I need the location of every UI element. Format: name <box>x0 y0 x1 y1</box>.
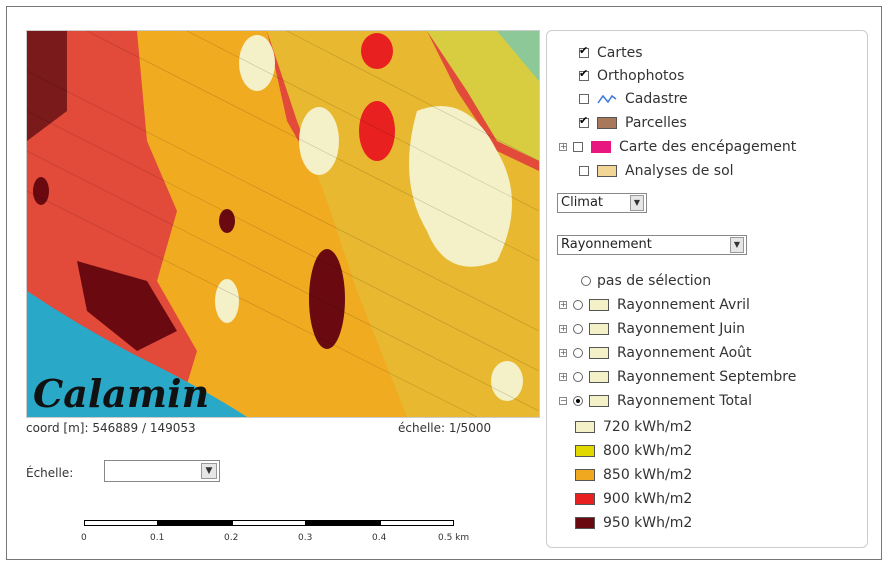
chevron-down-icon[interactable]: ▼ <box>730 237 744 253</box>
scalebar-tick: 0.2 <box>224 533 239 543</box>
legend-swatch <box>589 371 609 383</box>
legend-swatch <box>589 299 609 311</box>
scalebar-tick: 0.4 <box>372 533 387 543</box>
layer-item-orthophotos[interactable]: Orthophotos <box>579 67 684 84</box>
map-place-label: Calamin <box>33 371 210 416</box>
layer-item-parcelles[interactable]: Parcelles <box>579 114 687 131</box>
scale-label: Échelle: <box>26 466 74 480</box>
scalebar-ticks: 0 0.1 0.2 0.3 0.4 0.5 km <box>78 533 498 547</box>
scalebar-segment <box>380 520 454 526</box>
scalebar-tick: 0.5 km <box>438 533 470 543</box>
legend-swatch <box>575 445 595 457</box>
radio-button[interactable] <box>573 348 583 358</box>
legend-item: 850 kWh/m2 <box>575 467 692 483</box>
layer-checkbox[interactable] <box>579 44 589 58</box>
scalebar-segment <box>306 520 380 526</box>
legend-swatch <box>575 517 595 529</box>
expand-icon[interactable]: + <box>559 348 567 357</box>
radio-option[interactable]: + Rayonnement Juin <box>559 321 746 337</box>
radio-option[interactable]: pas de sélection <box>581 273 711 289</box>
theme-select[interactable]: Climat ▼ <box>557 193 647 213</box>
radio-button[interactable] <box>573 396 583 406</box>
map-view[interactable]: Calamin <box>26 30 540 418</box>
expand-icon[interactable]: + <box>559 300 567 309</box>
line-icon <box>597 94 617 104</box>
layer-panel: Cartes Orthophotos Cadastre Parcelles + … <box>546 30 868 548</box>
layer-item-encepagement[interactable]: + Carte des encépagement <box>559 139 797 155</box>
legend-swatch <box>589 323 609 335</box>
scale-dropdown[interactable]: ▼ <box>104 460 220 482</box>
layer-item-cartes[interactable]: Cartes <box>579 44 643 61</box>
legend-swatch <box>575 421 595 433</box>
expand-icon[interactable]: + <box>559 142 567 151</box>
radio-option[interactable]: + Rayonnement Avril <box>559 297 750 313</box>
layer-checkbox[interactable] <box>579 166 589 176</box>
sub-theme-select[interactable]: Rayonnement ▼ <box>557 235 747 255</box>
expand-icon[interactable]: + <box>559 372 567 381</box>
layer-checkbox[interactable] <box>579 67 589 81</box>
layer-checkbox[interactable] <box>579 114 589 128</box>
radio-button[interactable] <box>573 324 583 334</box>
map-canvas[interactable] <box>27 31 539 417</box>
scalebar-tick: 0.1 <box>150 533 165 543</box>
layer-item-analyses-sol[interactable]: Analyses de sol <box>579 163 734 179</box>
legend-swatch <box>589 395 609 407</box>
radio-button[interactable] <box>573 372 583 382</box>
legend-swatch <box>589 347 609 359</box>
radio-option[interactable]: + Rayonnement Août <box>559 345 752 361</box>
legend-item: 950 kWh/m2 <box>575 515 692 531</box>
legend-swatch <box>575 493 595 505</box>
scalebar-segment <box>84 520 158 526</box>
legend-swatch <box>597 117 617 129</box>
collapse-icon[interactable]: − <box>559 396 567 405</box>
expand-icon[interactable]: + <box>559 324 567 333</box>
radio-option[interactable]: − Rayonnement Total <box>559 393 752 409</box>
legend-item: 720 kWh/m2 <box>575 419 692 435</box>
legend-swatch <box>591 141 611 153</box>
radio-button[interactable] <box>581 276 591 286</box>
coordinate-readout: coord [m]: 546889 / 149053 <box>26 421 196 435</box>
legend-item: 800 kWh/m2 <box>575 443 692 459</box>
radio-button[interactable] <box>573 300 583 310</box>
legend-item: 900 kWh/m2 <box>575 491 692 507</box>
legend-swatch <box>597 165 617 177</box>
scalebar <box>84 520 454 528</box>
scalebar-segment <box>158 520 232 526</box>
layer-item-cadastre[interactable]: Cadastre <box>579 91 688 107</box>
legend-swatch <box>575 469 595 481</box>
chevron-down-icon[interactable]: ▼ <box>201 463 217 479</box>
layer-checkbox[interactable] <box>579 94 589 104</box>
scalebar-tick: 0 <box>81 533 87 543</box>
chevron-down-icon[interactable]: ▼ <box>630 195 644 211</box>
app-frame <box>6 6 882 560</box>
layer-checkbox[interactable] <box>573 142 583 152</box>
map-scale-text: échelle: 1/5000 <box>398 421 492 435</box>
scalebar-segment <box>232 520 306 526</box>
radio-option[interactable]: + Rayonnement Septembre <box>559 369 797 385</box>
scalebar-tick: 0.3 <box>298 533 313 543</box>
